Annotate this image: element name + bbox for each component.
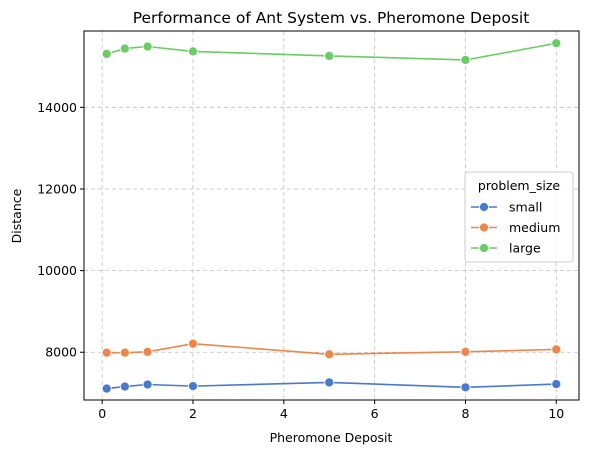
y-tick-label: 10000 <box>37 263 77 278</box>
data-point-small <box>101 383 112 394</box>
x-tick-label: 8 <box>461 406 469 421</box>
legend-entries: small medium large <box>471 200 560 256</box>
y-tick-label: 8000 <box>45 345 77 360</box>
data-point-medium <box>142 346 153 357</box>
series-layer <box>101 38 562 394</box>
data-point-medium <box>101 347 112 358</box>
x-tick-label: 6 <box>371 406 379 421</box>
legend-marker-medium <box>478 222 490 233</box>
data-point-small <box>119 381 130 392</box>
legend-box <box>464 171 574 263</box>
data-point-small <box>324 377 335 388</box>
legend-label-medium: medium <box>509 220 560 235</box>
data-point-medium <box>551 344 562 355</box>
data-point-large <box>187 46 199 57</box>
y-tick-label: 14000 <box>37 100 77 115</box>
data-point-medium <box>460 346 471 357</box>
data-point-large <box>324 50 335 61</box>
x-tick-label: 4 <box>280 406 288 421</box>
x-tick-label: 0 <box>98 406 106 421</box>
data-point-medium <box>187 338 199 349</box>
plot-frame <box>83 30 580 401</box>
data-point-large <box>551 38 562 49</box>
y-axis-label: Distance <box>9 188 24 243</box>
legend-title: problem_size <box>478 178 561 193</box>
data-point-large <box>101 48 112 59</box>
data-point-small <box>551 379 562 390</box>
legend-marker-small <box>478 201 490 213</box>
legend-label-large: large <box>509 241 541 256</box>
x-tick-label: 2 <box>189 406 197 421</box>
data-point-small <box>187 381 199 392</box>
data-point-large <box>460 54 471 66</box>
series-small <box>101 377 562 394</box>
data-point-large <box>119 43 130 54</box>
x-tick-label: 10 <box>548 406 564 421</box>
data-point-small <box>460 382 471 393</box>
legend-label-small: small <box>509 200 542 215</box>
data-point-large <box>142 41 153 52</box>
x-axis-label: Pheromone Deposit <box>270 430 393 445</box>
data-point-small <box>142 379 153 390</box>
y-tick-label: 12000 <box>37 181 77 196</box>
chart-title: Performance of Ant System vs. Pheromone … <box>133 9 530 27</box>
series-medium <box>101 338 562 360</box>
data-point-medium <box>324 349 335 360</box>
ticks: 0 2 4 6 8 10 8000 10000 12000 14000 <box>37 100 564 421</box>
legend: problem_size small medium large <box>464 171 574 263</box>
legend-marker-large <box>478 242 490 254</box>
series-large <box>101 38 562 66</box>
data-point-medium <box>119 347 130 358</box>
